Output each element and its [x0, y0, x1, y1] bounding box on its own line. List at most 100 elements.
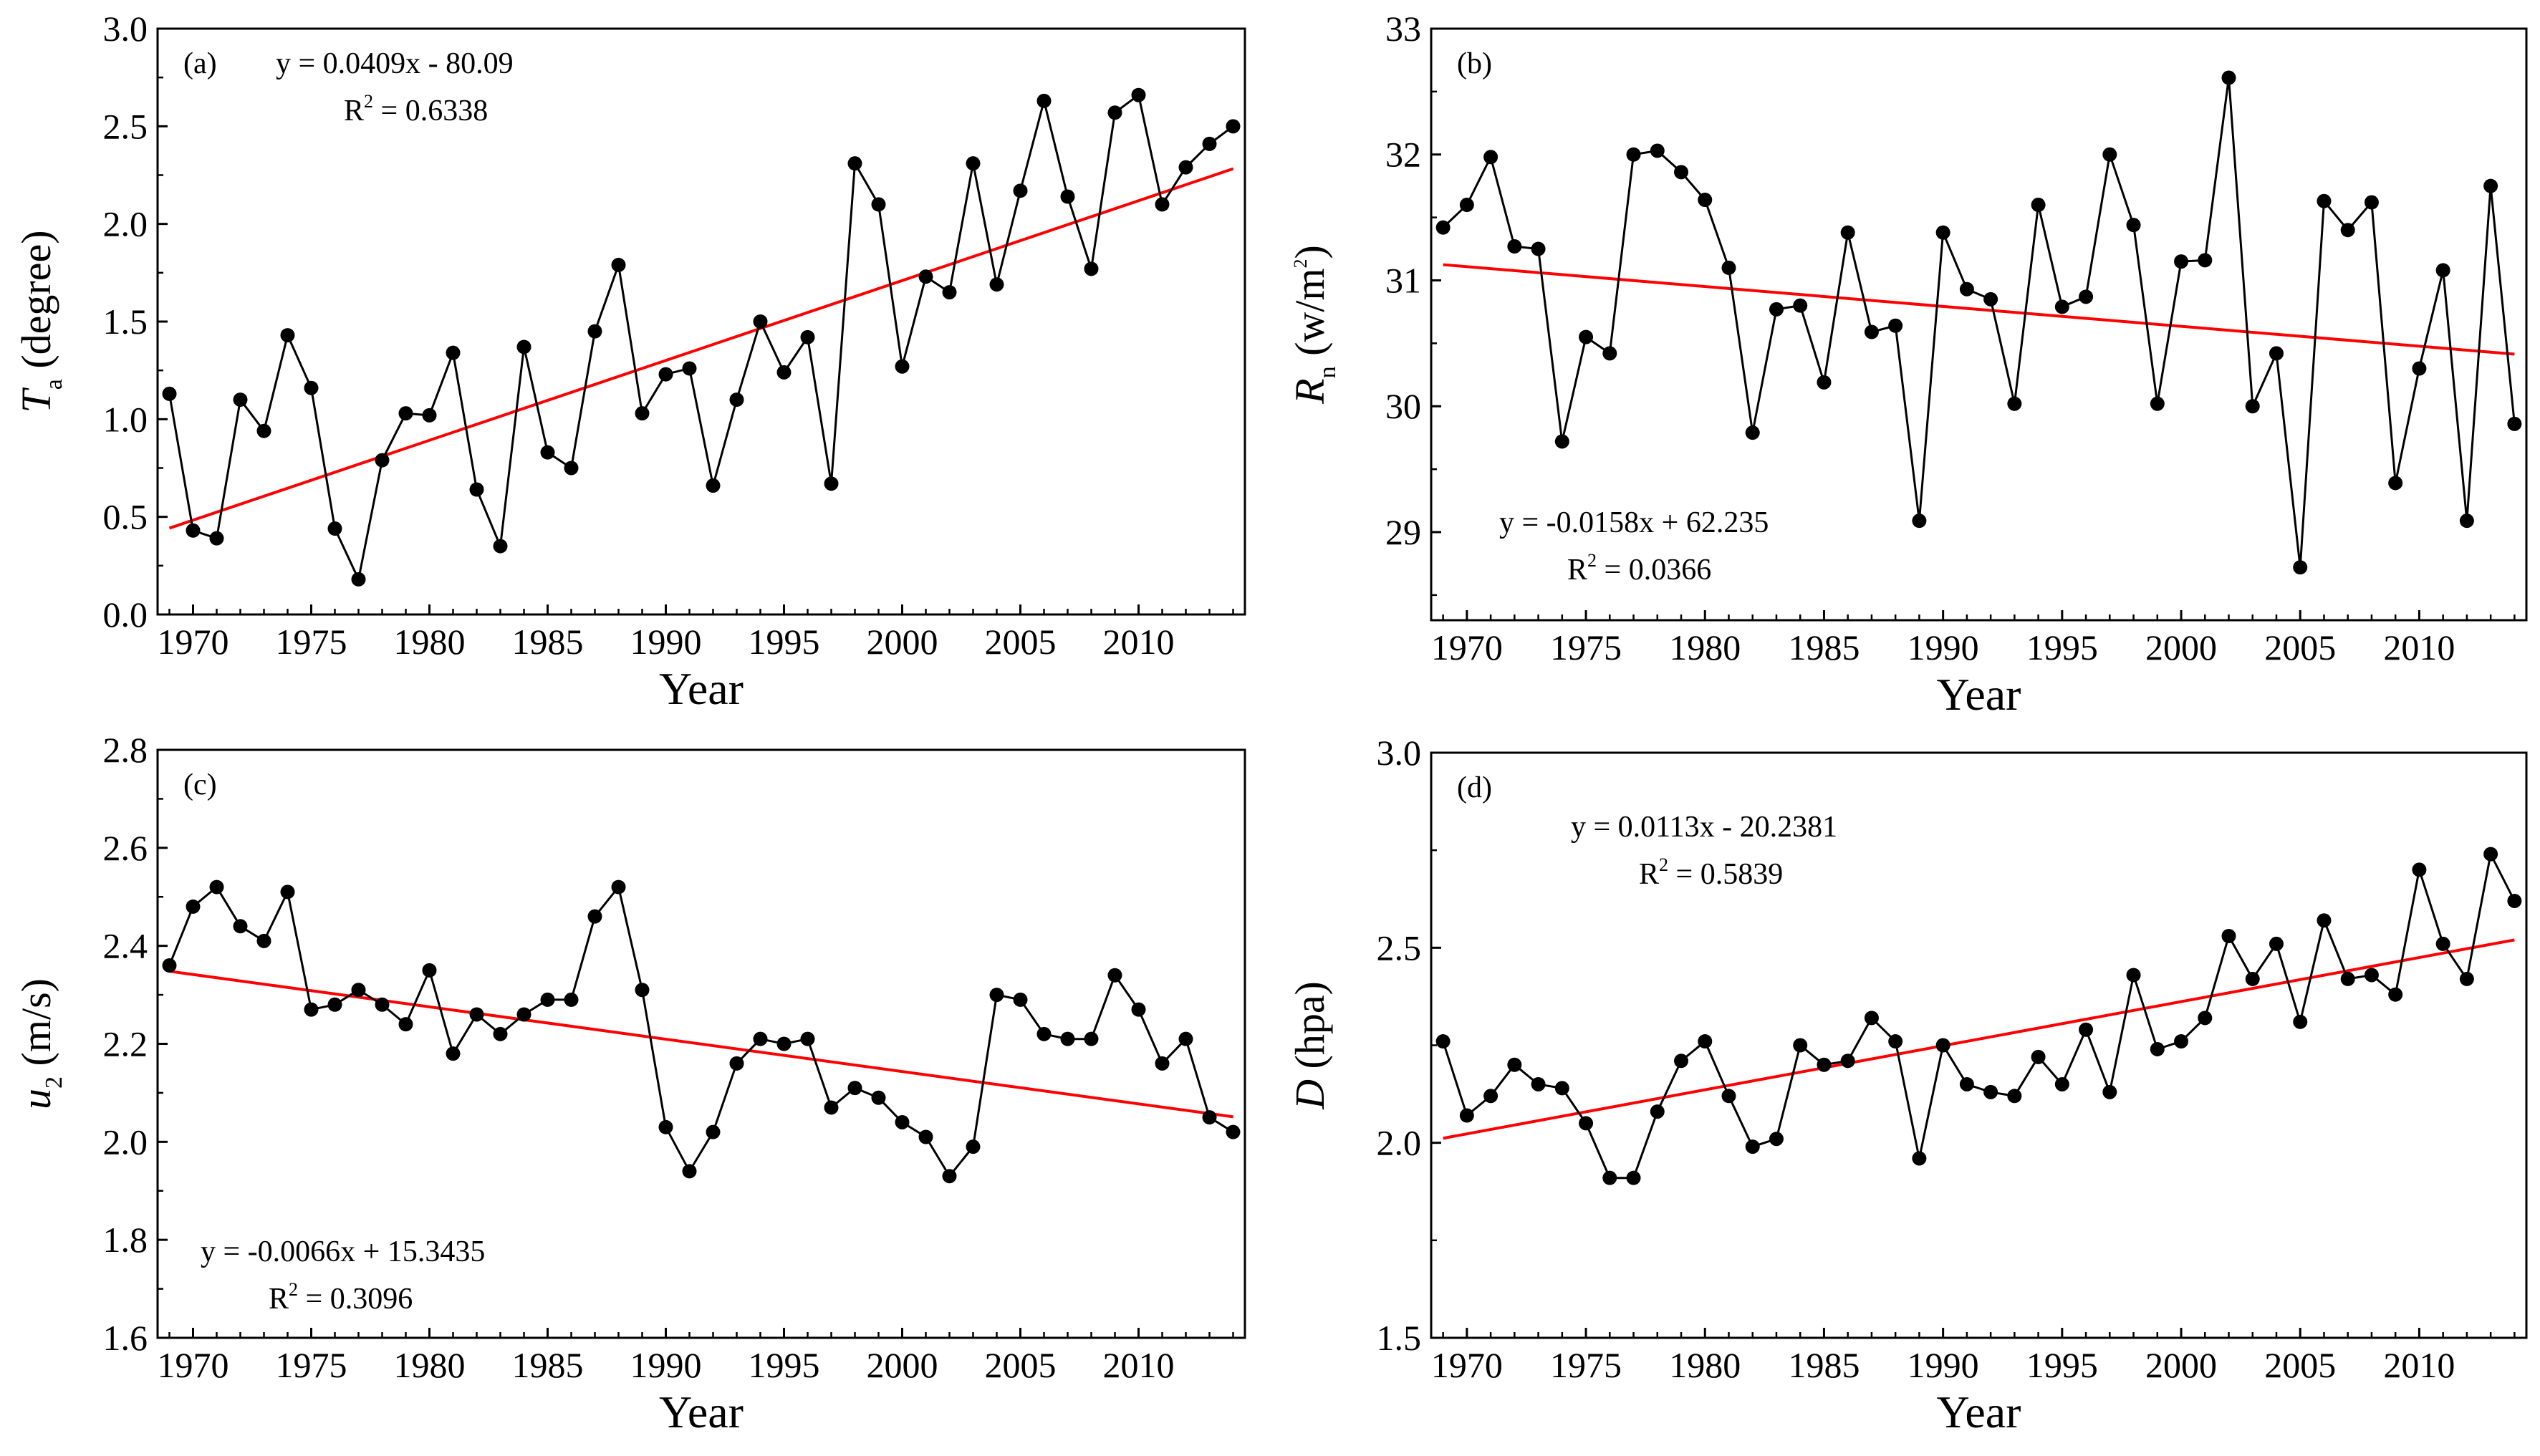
plot-frame: [156, 27, 1246, 616]
data-point: [1959, 1076, 1974, 1091]
x-tick-label: 1990: [1908, 627, 1979, 667]
x-tick-label: 1985: [1788, 627, 1860, 667]
data-point: [2198, 1011, 2213, 1026]
data-point: [2079, 1022, 2094, 1037]
data-point: [2269, 936, 2284, 951]
data-point: [1840, 225, 1855, 240]
panel-label: (c): [183, 768, 217, 801]
data-point: [2435, 263, 2450, 278]
data-point: [469, 1007, 484, 1022]
data-point: [1107, 968, 1122, 983]
data-point: [540, 445, 555, 460]
data-point: [1483, 1089, 1498, 1104]
r-squared: R2 = 0.0366: [1567, 550, 1711, 587]
data-point: [327, 997, 342, 1012]
data-point: [1531, 1076, 1546, 1091]
data-point: [1131, 87, 1146, 102]
data-point: [1013, 992, 1028, 1007]
data-point: [753, 1031, 768, 1046]
x-tick-label: 2010: [2383, 627, 2455, 667]
panel-label: (a): [183, 47, 217, 80]
x-tick-label: 2005: [985, 622, 1057, 662]
data-point: [493, 539, 508, 554]
x-tick-label: 2000: [2145, 627, 2217, 667]
data-point: [847, 1081, 862, 1096]
data-point: [2174, 254, 2189, 269]
y-axis-title: u2 (m/s): [13, 978, 67, 1109]
x-tick-label: 1970: [1431, 1345, 1503, 1385]
data-point: [1721, 260, 1736, 275]
chart-panel-d: 1.5 2.0 2.5 3.0 1970 1975 1980 1985 1990 1995 2000…: [1286, 733, 2528, 1437]
data-point: [1745, 425, 1760, 440]
x-tick-label: 1990: [1908, 1345, 1979, 1385]
x-tick-label: 1975: [1550, 1345, 1622, 1385]
trend-line: [1443, 263, 2515, 356]
x-tick-label: 1990: [630, 622, 702, 662]
data-point: [706, 478, 721, 493]
x-tick-label: 1985: [1788, 1345, 1860, 1385]
chart-panel-c: 1.6 1.8 2.0 2.2 2.4 2.6 2.8 1970 1975 1980 1985 199…: [13, 730, 1246, 1437]
data-point: [398, 406, 413, 421]
series-line: [1442, 851, 2516, 1180]
data-point: [564, 992, 579, 1007]
data-point: [186, 523, 201, 538]
data-point: [1912, 514, 1927, 529]
data-point: [1036, 1026, 1052, 1041]
plot-frame: [1430, 27, 2528, 622]
data-point: [233, 919, 248, 934]
x-tick-label: 2000: [867, 1345, 938, 1385]
data-point: [895, 359, 910, 374]
data-point: [469, 482, 484, 497]
data-point: [1459, 198, 1474, 213]
data-point: [847, 156, 862, 171]
data-point: [2412, 862, 2427, 877]
data-point: [2054, 1076, 2069, 1091]
data-point: [871, 1090, 886, 1105]
trend-line: [169, 970, 1233, 1119]
y-tick-label: 2.0: [103, 1122, 148, 1162]
y-tick-label: 33: [1385, 9, 1421, 49]
trend-line: [1443, 938, 2515, 1140]
data-point: [1435, 220, 1451, 235]
data-point: [776, 365, 792, 380]
data-point: [2340, 223, 2355, 238]
series-line: [168, 884, 1234, 1178]
data-point: [2245, 399, 2260, 414]
data-point: [1131, 1002, 1146, 1017]
data-point: [2507, 893, 2522, 908]
data-point: [2459, 971, 2474, 986]
series-line: [168, 93, 1234, 583]
x-tick-label: 1980: [1669, 1345, 1741, 1385]
y-tick-label: 31: [1385, 260, 1421, 300]
data-point: [304, 1002, 319, 1017]
data-point: [611, 879, 626, 895]
data-point: [1698, 193, 1713, 208]
data-point: [540, 992, 555, 1007]
data-point: [1084, 261, 1099, 276]
data-point: [398, 1017, 413, 1032]
x-tick-label: 1995: [749, 622, 820, 662]
data-point: [2269, 346, 2284, 361]
y-tick-label: 3.0: [103, 9, 148, 49]
data-point: [918, 1129, 933, 1144]
data-point: [2174, 1034, 2189, 1049]
data-point: [800, 1031, 815, 1046]
data-point: [1602, 1170, 1617, 1185]
data-point: [2079, 289, 2094, 304]
data-point: [1864, 1011, 1879, 1026]
data-point: [871, 197, 886, 212]
data-point: [1650, 143, 1665, 158]
data-point: [895, 1114, 910, 1129]
data-point: [1554, 1081, 1569, 1096]
data-point: [2102, 147, 2117, 162]
data-point: [1507, 1057, 1522, 1072]
data-point: [2031, 1049, 2046, 1064]
data-point: [1579, 329, 1594, 344]
x-axis-title: Year: [1937, 1387, 2021, 1437]
x-tick-label: 1995: [2026, 1345, 2098, 1385]
x-tick-label: 2005: [2264, 1345, 2336, 1385]
y-tick-label: 30: [1385, 386, 1421, 426]
data-point: [256, 933, 271, 948]
data-point: [2340, 971, 2355, 986]
x-axis-title: Year: [659, 663, 744, 714]
